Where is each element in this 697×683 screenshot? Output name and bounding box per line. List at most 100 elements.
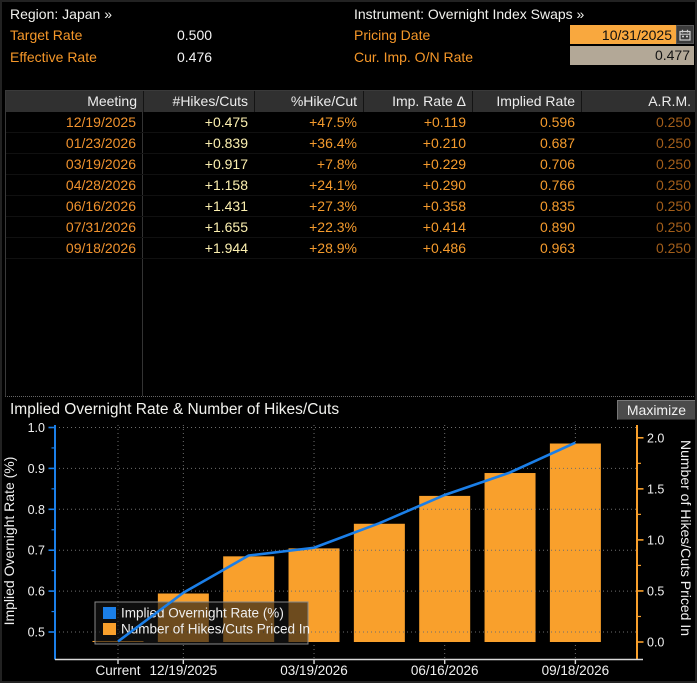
table-cell: 0.835 — [539, 198, 575, 214]
table-cell: 09/18/2026 — [6, 238, 143, 258]
pricing-date-input[interactable] — [570, 25, 676, 44]
table-cell: +24.1% — [309, 177, 357, 193]
table-cell: 0.250 — [655, 177, 691, 193]
bar-09/18/2026 — [549, 443, 601, 642]
table-cell: 07/31/2026 — [6, 217, 143, 237]
table-cell: +0.839 — [204, 135, 248, 151]
cur-imp-rate-value: 0.477 — [570, 46, 694, 65]
effective-rate-value: 0.476 — [177, 49, 213, 65]
chart-header: Implied Overnight Rate & Number of Hikes… — [2, 398, 695, 423]
region-label: Region: — [10, 6, 59, 22]
table-cell: +22.3% — [309, 219, 357, 235]
table-row[interactable]: 01/23/2026 +0.839 +36.4% +0.210 0.687 0.250 — [6, 133, 695, 154]
x-axis-tick-label: Current — [95, 663, 140, 678]
table-cell: +0.210 — [422, 135, 466, 151]
table-cell: 0.890 — [539, 219, 575, 235]
right-axis-tick-label: 1.5 — [647, 482, 664, 496]
chart-canvas: Implied Overnight Rate (%) Number of Hike… — [2, 421, 694, 678]
table-cell: +0.358 — [422, 198, 466, 214]
table-cell: +0.119 — [423, 114, 466, 130]
table-cell: +36.4% — [309, 135, 357, 151]
table-row[interactable]: 09/18/2026 +1.944 +28.9% +0.486 0.963 0.250 — [6, 238, 695, 259]
table-row[interactable]: 03/19/2026 +0.917 +7.8% +0.229 0.706 0.250 — [6, 154, 695, 175]
table-cell: +27.3% — [309, 198, 357, 214]
table-cell: 0.596 — [539, 114, 575, 130]
x-axis-tick-label: 03/19/2026 — [280, 663, 348, 678]
target-rate-label: Target Rate — [10, 27, 83, 43]
table-cell: +1.431 — [204, 198, 248, 214]
column-header: Imp. Rate Δ — [363, 91, 472, 112]
calendar-glyph — [679, 29, 691, 41]
column-header: Implied Rate — [472, 91, 581, 112]
left-axis-tick-label: 0.9 — [28, 462, 45, 476]
table-cell: +0.229 — [422, 156, 466, 172]
cur-imp-rate-label: Cur. Imp. O/N Rate — [354, 49, 474, 65]
table-cell: +0.414 — [422, 219, 466, 235]
table-cell: 0.687 — [539, 135, 575, 151]
table-cell: 0.766 — [539, 177, 575, 193]
left-axis-tick-label: 0.8 — [28, 503, 45, 517]
instrument-selector[interactable]: Instrument: Overnight Index Swaps » — [354, 6, 584, 22]
left-axis-tick-label: 0.5 — [28, 626, 45, 640]
pricing-date-label: Pricing Date — [354, 27, 431, 43]
table-cell: +0.290 — [422, 177, 466, 193]
x-axis-tick-label: 06/16/2026 — [411, 663, 479, 678]
table-row[interactable]: 06/16/2026 +1.431 +27.3% +0.358 0.835 0.250 — [6, 196, 695, 217]
left-axis-tick-label: 0.6 — [28, 585, 45, 599]
table-cell: 01/23/2026 — [6, 133, 143, 153]
legend-swatch-bar — [103, 623, 116, 635]
table-body: 12/19/2025 +0.475 +47.5% +0.119 0.596 0.250 01… — [6, 112, 695, 259]
target-rate-value: 0.500 — [177, 27, 213, 43]
rates-chart: Implied Overnight Rate (%) Number of Hike… — [2, 421, 695, 681]
right-axis-tick-label: 0.0 — [647, 636, 664, 650]
table-cell: 12/19/2025 — [6, 112, 143, 132]
calendar-icon[interactable] — [676, 25, 694, 44]
right-axis-title: Number of Hikes/Cuts Priced In — [678, 440, 694, 636]
table-cell: +0.475 — [204, 114, 248, 130]
table-cell: +0.917 — [204, 156, 248, 172]
table-cell: 0.250 — [655, 240, 691, 256]
maximize-button[interactable]: Maximize — [616, 400, 695, 420]
table-row[interactable]: 12/19/2025 +0.475 +47.5% +0.119 0.596 0.250 — [6, 112, 695, 133]
effective-rate-label: Effective Rate — [10, 49, 97, 65]
right-axis-tick-label: 2.0 — [647, 431, 664, 445]
chart-title: Implied Overnight Rate & Number of Hikes… — [10, 401, 340, 418]
table-cell: 0.250 — [655, 114, 691, 130]
table-cell: +47.5% — [309, 114, 357, 130]
table-header-row: Meeting #Hikes/Cuts %Hike/Cut Imp. Rate Δ Im… — [6, 91, 695, 112]
table-cell: +28.9% — [309, 240, 357, 256]
bar-07/31/2026 — [484, 473, 536, 642]
table-cell: 0.250 — [655, 219, 691, 235]
column-header: Meeting — [87, 93, 137, 109]
meetings-table: Meeting #Hikes/Cuts %Hike/Cut Imp. Rate Δ Im… — [5, 90, 695, 397]
table-cell: +1.158 — [204, 177, 248, 193]
column-header: A.R.M. — [581, 91, 695, 112]
implied-rate-line — [117, 441, 576, 643]
table-cell: +1.655 — [204, 219, 248, 235]
table-cell: 0.706 — [539, 156, 575, 172]
left-axis-tick-label: 1.0 — [28, 423, 45, 435]
column-header: #Hikes/Cuts — [143, 91, 254, 112]
bar-06/16/2026 — [419, 495, 471, 642]
table-cell: 0.963 — [539, 240, 575, 256]
region-value: Japan » — [62, 6, 112, 22]
legend-label-bar: Number of Hikes/Cuts Priced In — [121, 622, 310, 637]
table-cell: 0.250 — [655, 135, 691, 151]
legend-swatch-line — [103, 607, 116, 619]
left-axis-tick-label: 0.7 — [28, 544, 45, 558]
instrument-label: Instrument: — [354, 6, 425, 22]
x-axis-tick-label: 12/19/2025 — [150, 663, 218, 678]
table-cell: 0.250 — [655, 198, 691, 214]
table-row[interactable]: 07/31/2026 +1.655 +22.3% +0.414 0.890 0.250 — [6, 217, 695, 238]
instrument-value: Overnight Index Swaps » — [427, 6, 585, 22]
left-axis-title: Implied Overnight Rate (%) — [2, 457, 17, 626]
table-empty-area — [6, 259, 695, 396]
region-selector[interactable]: Region: Japan » — [10, 6, 112, 22]
table-cell: 03/19/2026 — [6, 154, 143, 174]
table-row[interactable]: 04/28/2026 +1.158 +24.1% +0.290 0.766 0.250 — [6, 175, 695, 196]
table-cell: +1.944 — [204, 240, 248, 256]
chart-legend — [94, 601, 309, 645]
table-cell: +7.8% — [316, 156, 357, 172]
column-header: %Hike/Cut — [254, 91, 363, 112]
table-cell: 0.250 — [655, 156, 691, 172]
